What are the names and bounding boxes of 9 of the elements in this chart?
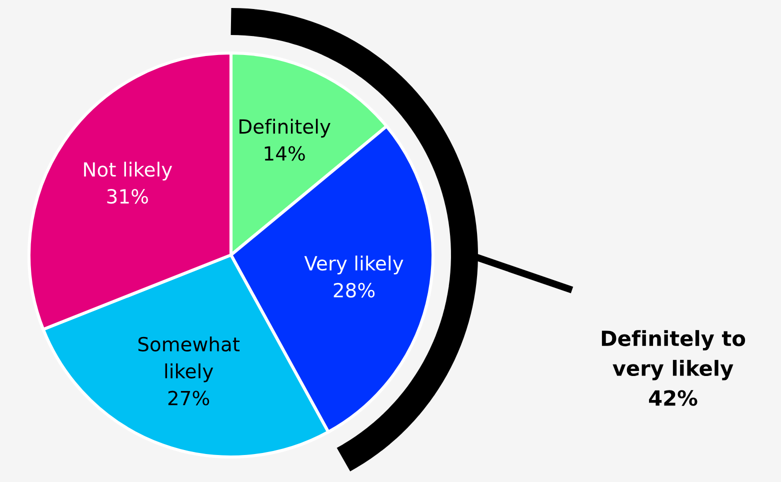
slice-label: Definitely bbox=[240, 118, 330, 138]
slice-label: Very likely bbox=[304, 256, 404, 274]
data-label: 31% bbox=[107, 189, 148, 204]
data-label: 14% bbox=[264, 146, 305, 161]
data-label: 27% bbox=[168, 390, 210, 406]
data-label: 28% bbox=[334, 282, 375, 298]
slice-label: Somewhat likely bbox=[138, 336, 240, 382]
text: Definitely to very likely 42% bbox=[602, 330, 746, 406]
slice-label: Not likely bbox=[84, 162, 172, 181]
